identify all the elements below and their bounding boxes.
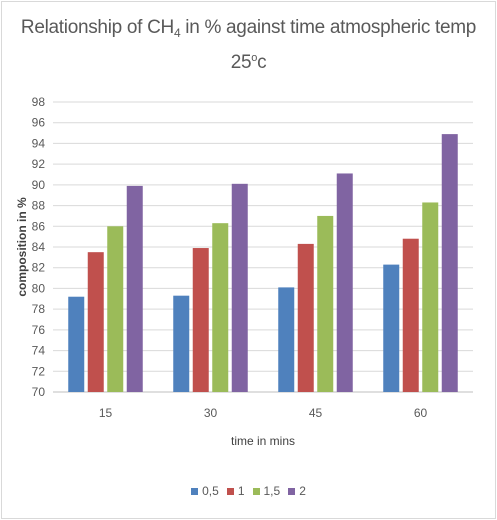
bars: [68, 134, 458, 392]
bar-1-5-30: [212, 223, 229, 392]
y-tick-label: 96: [32, 116, 46, 130]
title-text-b: in % against time atmospheric temp: [180, 17, 477, 38]
y-tick-label: 82: [32, 261, 46, 275]
y-tick-label: 94: [32, 136, 46, 150]
bar-0-5-45: [278, 287, 295, 392]
legend-swatch: [226, 487, 234, 495]
legend-label: 0,5: [202, 484, 219, 498]
bar-1-15: [87, 252, 104, 392]
bar-0-5-15: [68, 296, 85, 392]
title-text-c: 25: [230, 52, 252, 73]
x-axis-ticks: 15 30 45 60: [99, 406, 428, 420]
legend-swatch: [191, 487, 199, 495]
y-tick-label: 72: [32, 364, 46, 378]
y-tick-label: 86: [32, 219, 46, 233]
legend-swatch: [288, 487, 296, 495]
bar-2-60: [441, 134, 458, 392]
bar-1-30: [192, 248, 209, 392]
y-axis-label: composition in %: [15, 197, 29, 297]
y-tick-label: 98: [32, 95, 46, 109]
legend: 0,5 1 1,5 2: [0, 484, 497, 498]
title-text-a: Relationship of CH: [20, 17, 174, 38]
y-tick-label: 92: [32, 157, 46, 171]
chart-title: Relationship of CH4 in % against time at…: [0, 18, 497, 72]
x-tick-label: 30: [204, 406, 218, 420]
legend-item: 2: [288, 484, 306, 498]
bar-1-45: [297, 243, 314, 392]
x-tick-label: 45: [309, 406, 323, 420]
bar-0-5-60: [383, 264, 400, 392]
y-tick-label: 80: [32, 281, 46, 295]
y-tick-label: 76: [32, 323, 46, 337]
legend-swatch: [252, 487, 260, 495]
bar-1-5-15: [107, 226, 124, 392]
y-tick-label: 90: [32, 178, 46, 192]
legend-label: 1,5: [263, 484, 281, 498]
x-tick-label: 15: [99, 406, 113, 420]
bar-1-60: [402, 238, 419, 392]
y-tick-label: 78: [32, 302, 46, 316]
title-text-d: c: [257, 52, 267, 73]
legend-item: 1: [226, 484, 245, 498]
bar-1-5-60: [422, 202, 439, 392]
legend-item: 0,5: [191, 484, 219, 498]
y-tick-label: 84: [32, 240, 46, 254]
y-tick-label: 74: [32, 344, 46, 358]
legend-label: 2: [299, 484, 306, 498]
bar-2-30: [231, 183, 248, 392]
y-axis-ticks: 70 72 74 76 78 80 82 84 86 88 90 92 94 96 98: [32, 95, 46, 399]
title-superscript: o: [251, 52, 258, 64]
chart-title-line1: Relationship of CH4 in % against time at…: [0, 18, 497, 39]
x-tick-label: 60: [414, 406, 428, 420]
chart-title-line2: 25oc: [0, 52, 497, 73]
y-tick-label: 88: [32, 199, 46, 213]
y-tick-label: 70: [32, 385, 46, 399]
bar-0-5-30: [173, 295, 190, 392]
bar-2-45: [336, 173, 353, 392]
bar-1-5-45: [317, 215, 334, 392]
legend-item: 1,5: [252, 484, 281, 498]
title-subscript: 4: [173, 26, 181, 40]
bar-2-15: [126, 185, 143, 392]
x-axis-label: time in mins: [231, 434, 295, 448]
legend-label: 1: [237, 484, 245, 498]
